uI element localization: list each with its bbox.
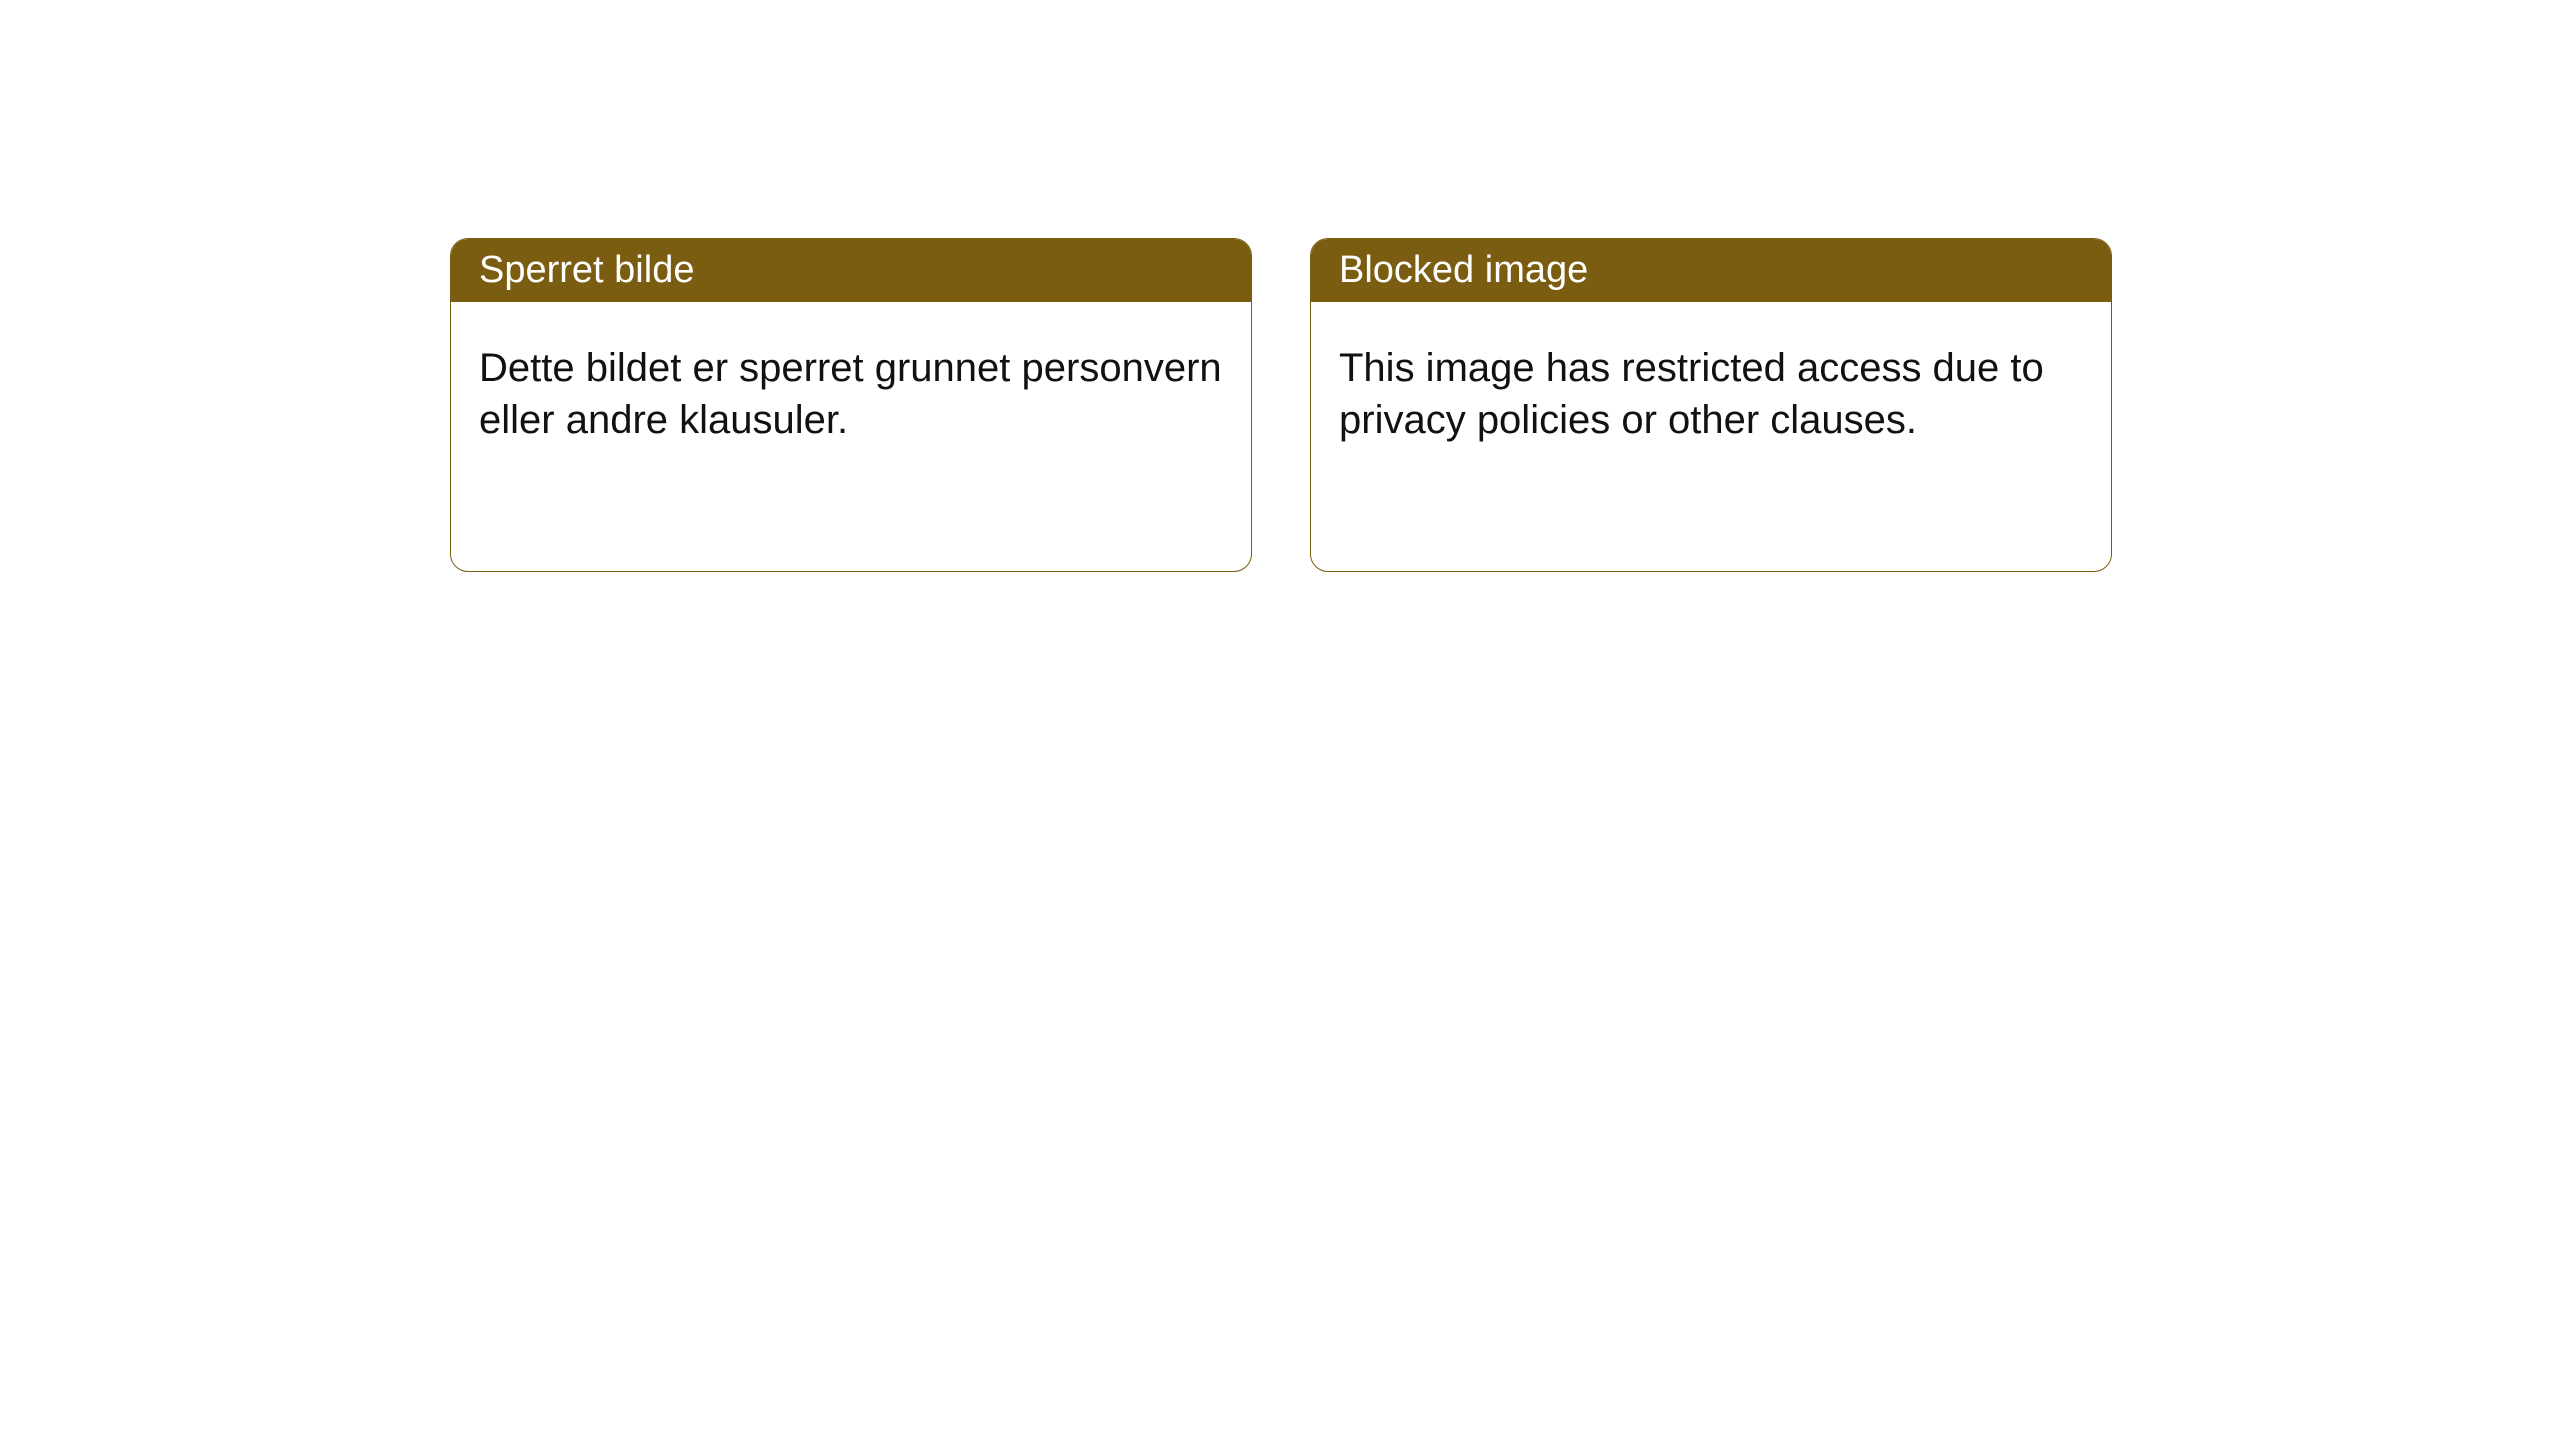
card-title-en: Blocked image xyxy=(1339,249,1588,292)
blocked-image-card-en: Blocked image This image has restricted … xyxy=(1310,238,2112,572)
card-body-no: Dette bildet er sperret grunnet personve… xyxy=(451,302,1251,486)
card-header-en: Blocked image xyxy=(1311,239,2111,302)
card-header-no: Sperret bilde xyxy=(451,239,1251,302)
card-body-en: This image has restricted access due to … xyxy=(1311,302,2111,486)
cards-container: Sperret bilde Dette bildet er sperret gr… xyxy=(0,0,2560,572)
blocked-image-card-no: Sperret bilde Dette bildet er sperret gr… xyxy=(450,238,1252,572)
card-title-no: Sperret bilde xyxy=(479,249,694,292)
card-body-text-no: Dette bildet er sperret grunnet personve… xyxy=(479,346,1222,442)
card-body-text-en: This image has restricted access due to … xyxy=(1339,346,2044,442)
